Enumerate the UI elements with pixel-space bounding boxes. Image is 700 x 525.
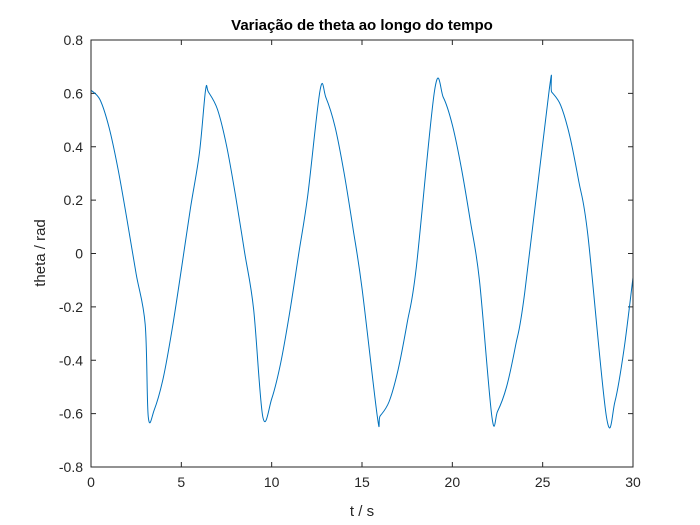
y-tick-label: -0.2	[59, 299, 83, 315]
x-tick-label: 10	[264, 474, 280, 490]
plot-area	[91, 40, 633, 467]
y-axis-label: theta / rad	[32, 219, 49, 287]
y-axis-ticks: 0.8 0.6 0.4 0.2 0 -0.2 -0.4 -0.6 -0.8	[59, 32, 633, 475]
y-tick-label: -0.4	[59, 352, 83, 368]
y-tick-label: 0.8	[64, 32, 84, 48]
series-layer	[90, 74, 634, 429]
series-line	[90, 74, 634, 429]
x-tick-label: 5	[177, 474, 185, 490]
axes-box	[90, 39, 634, 468]
x-tick-label: 25	[535, 474, 551, 490]
y-tick-label: 0.6	[64, 85, 84, 101]
x-tick-label: 20	[445, 474, 461, 490]
y-tick-label: 0.2	[64, 192, 84, 208]
x-tick-label: 30	[625, 474, 641, 490]
y-tick-label: -0.8	[59, 459, 83, 475]
y-tick-label: 0	[75, 246, 83, 262]
y-tick-label: 0.4	[64, 139, 84, 155]
chart-title: Variação de theta ao longo do tempo	[231, 17, 493, 34]
x-axis-label: t / s	[350, 503, 374, 520]
y-tick-label: -0.6	[59, 406, 83, 422]
x-tick-label: 0	[87, 474, 95, 490]
x-tick-label: 15	[354, 474, 370, 490]
